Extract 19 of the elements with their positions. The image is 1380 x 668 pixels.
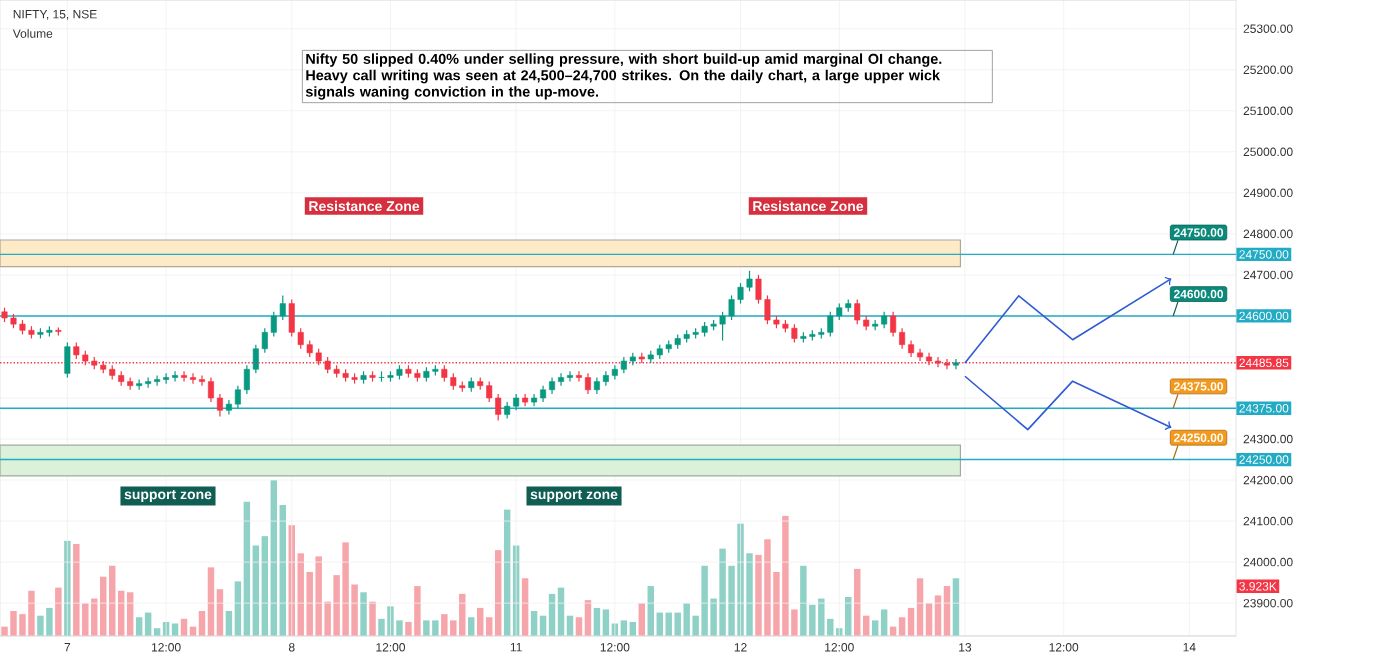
candlestick — [181, 370, 188, 383]
bar — [477, 607, 484, 636]
bar — [369, 601, 376, 636]
bar — [853, 568, 861, 636]
candlestick — [584, 372, 591, 395]
bar — [593, 607, 601, 636]
bar — [207, 567, 215, 636]
bar — [880, 609, 888, 636]
line-series — [964, 276, 1172, 364]
bar — [952, 578, 960, 636]
candlestick — [64, 342, 71, 379]
bar — [916, 578, 924, 636]
candlestick — [890, 311, 897, 338]
bar — [521, 578, 529, 636]
bar — [360, 592, 367, 636]
line-series — [964, 375, 1172, 431]
bar — [602, 609, 610, 636]
bar — [55, 587, 62, 636]
candlestick — [952, 358, 959, 370]
